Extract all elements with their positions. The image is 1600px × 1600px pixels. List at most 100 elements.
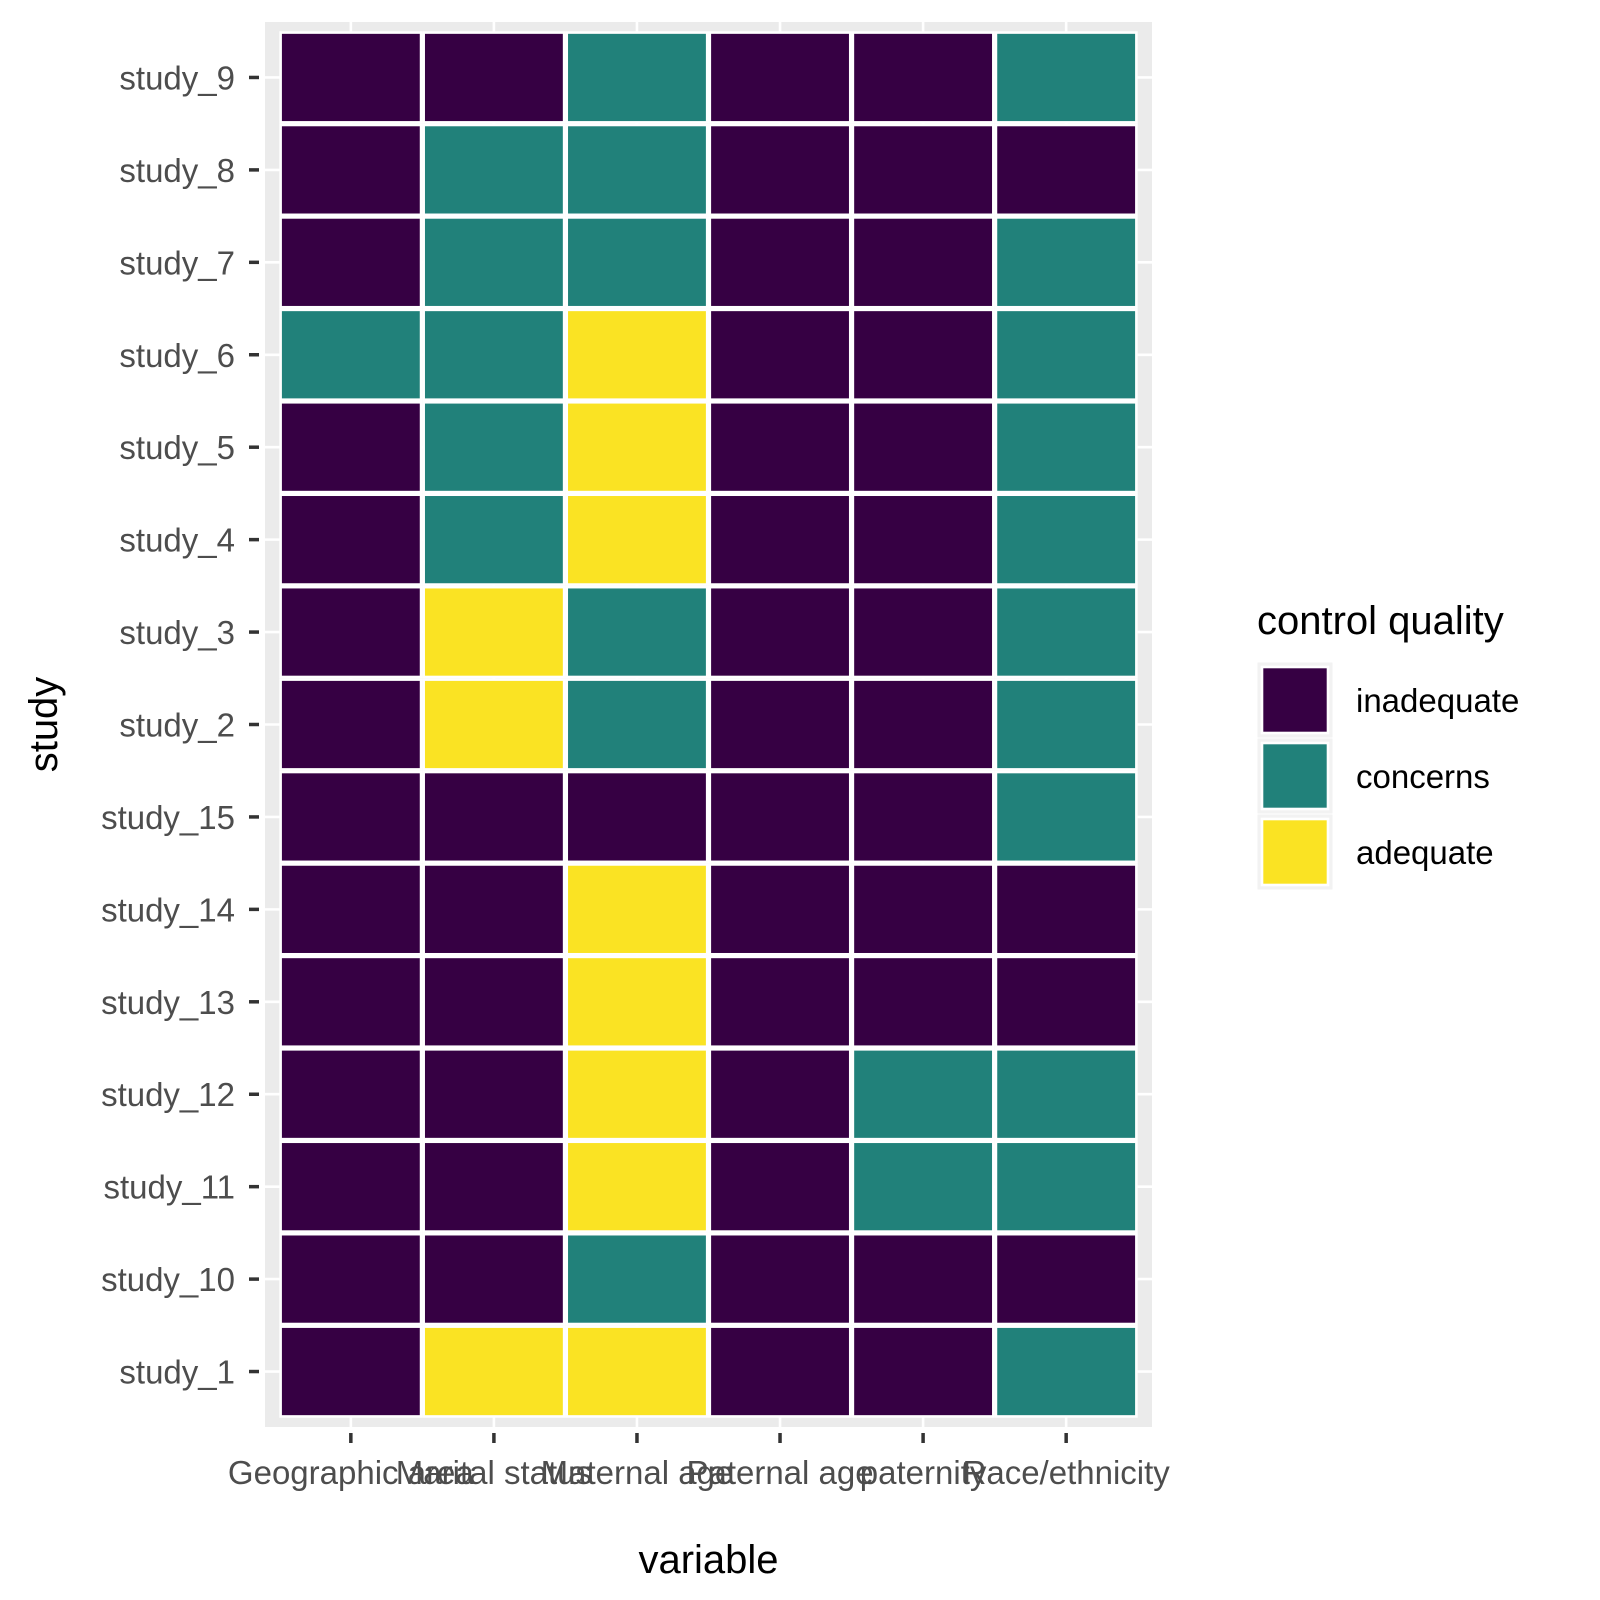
- heatmap-cell: [565, 1140, 709, 1233]
- legend-label-concerns: concerns: [1356, 758, 1490, 795]
- heatmap-cell: [565, 955, 709, 1049]
- y-tick-label: study_1: [119, 1354, 235, 1391]
- y-tick-label: study_15: [101, 799, 235, 836]
- heatmap-cell: [994, 31, 1138, 124]
- heatmap-cell: [851, 770, 995, 864]
- heatmap-cell: [422, 678, 566, 771]
- heatmap-cell: [708, 585, 852, 679]
- heatmap-cell: [422, 1140, 566, 1233]
- heatmap-cell: [565, 863, 709, 956]
- legend-swatch-concerns: [1260, 741, 1330, 811]
- heatmap-cell: [422, 493, 566, 586]
- legend-swatch-adequate: [1260, 817, 1330, 887]
- heatmap-cell: [994, 493, 1138, 586]
- heatmap-cell: [565, 678, 709, 771]
- heatmap-cell: [708, 678, 852, 771]
- heatmap-cell: [708, 770, 852, 864]
- heatmap-cell: [851, 1140, 995, 1233]
- heatmap-cell: [422, 1232, 566, 1326]
- heatmap-cell: [279, 1140, 423, 1233]
- heatmap-cell: [279, 863, 423, 956]
- y-axis-title: study: [22, 677, 66, 773]
- heatmap-cell: [994, 1232, 1138, 1326]
- heatmap-cell: [565, 123, 709, 217]
- x-tick-label: Paternal age: [686, 1454, 873, 1491]
- heatmap-cell: [279, 1048, 423, 1141]
- heatmap-cell: [422, 1048, 566, 1141]
- heatmap-cell: [279, 216, 423, 309]
- heatmap-cell: [565, 31, 709, 124]
- x-tick-label: Race/ethnicity: [963, 1454, 1171, 1491]
- heatmap-cell: [279, 1232, 423, 1326]
- x-axis-title: variable: [638, 1538, 778, 1582]
- y-tick-label: study_5: [119, 429, 235, 466]
- y-tick-label: study_14: [101, 891, 235, 928]
- heatmap-cell: [279, 31, 423, 124]
- heatmap-cell: [708, 400, 852, 494]
- heatmap-cell: [422, 1325, 566, 1418]
- heatmap-cell: [708, 1048, 852, 1141]
- legend-swatch-inadequate: [1260, 665, 1330, 735]
- heatmap-cell: [708, 216, 852, 309]
- heatmap-cell: [994, 585, 1138, 679]
- y-tick-label: study_7: [119, 244, 235, 281]
- legend-title: control quality: [1257, 599, 1504, 643]
- heatmap-cell: [994, 123, 1138, 217]
- heatmap-cell: [565, 1325, 709, 1418]
- y-tick-label: study_13: [101, 984, 235, 1021]
- heatmap-cell: [851, 123, 995, 217]
- heatmap-cell: [422, 31, 566, 124]
- heatmap-cell: [565, 308, 709, 401]
- heatmap-cell: [708, 1140, 852, 1233]
- y-tick-label: study_6: [119, 337, 235, 374]
- y-tick-label: study_4: [119, 522, 235, 559]
- heatmap-cell: [565, 585, 709, 679]
- heatmap-cell: [422, 123, 566, 217]
- heatmap-cell: [851, 216, 995, 309]
- heatmap-cell: [565, 1048, 709, 1141]
- heatmap-cell: [994, 1048, 1138, 1141]
- heatmap-cell: [994, 678, 1138, 771]
- legend-label-inadequate: inadequate: [1356, 682, 1519, 719]
- heatmap-cell: [851, 31, 995, 124]
- heatmap-cell: [279, 400, 423, 494]
- heatmap-cell: [565, 216, 709, 309]
- heatmap-cell: [422, 308, 566, 401]
- heatmap-cell: [994, 216, 1138, 309]
- heatmap-cell: [422, 863, 566, 956]
- heatmap-cell: [851, 308, 995, 401]
- heatmap-cell: [279, 770, 423, 864]
- heatmap-cell: [851, 678, 995, 771]
- x-tick-label: Maternal age: [541, 1454, 734, 1491]
- legend: control quality inadequate concerns adequa…: [1256, 599, 1519, 891]
- heatmap-cell: [851, 400, 995, 494]
- heatmap-cells: [279, 31, 1138, 1418]
- heatmap-cell: [708, 123, 852, 217]
- heatmap-cell: [708, 863, 852, 956]
- heatmap-cell: [279, 585, 423, 679]
- heatmap-cell: [565, 770, 709, 864]
- heatmap-cell: [994, 400, 1138, 494]
- heatmap-cell: [708, 1232, 852, 1326]
- heatmap-cell: [708, 308, 852, 401]
- y-tick-label: study_11: [104, 1169, 235, 1206]
- heatmap-cell: [994, 863, 1138, 956]
- heatmap-cell: [565, 400, 709, 494]
- heatmap-cell: [279, 678, 423, 771]
- y-tick-label: study_2: [119, 707, 235, 744]
- heatmap-cell: [422, 955, 566, 1049]
- legend-label-adequate: adequate: [1356, 834, 1494, 871]
- heatmap-cell: [708, 493, 852, 586]
- heatmap-cell: [994, 955, 1138, 1049]
- y-axis: study_1 study_10 study_11 study_12 study_13 s…: [101, 59, 259, 1391]
- heatmap-cell: [279, 1325, 423, 1418]
- heatmap-cell: [422, 585, 566, 679]
- heatmap-cell: [279, 955, 423, 1049]
- heatmap-cell: [422, 770, 566, 864]
- x-tick-label: paternity: [860, 1454, 987, 1491]
- heatmap-cell: [994, 1140, 1138, 1233]
- heatmap-cell: [279, 308, 423, 401]
- heatmap-cell: [851, 1048, 995, 1141]
